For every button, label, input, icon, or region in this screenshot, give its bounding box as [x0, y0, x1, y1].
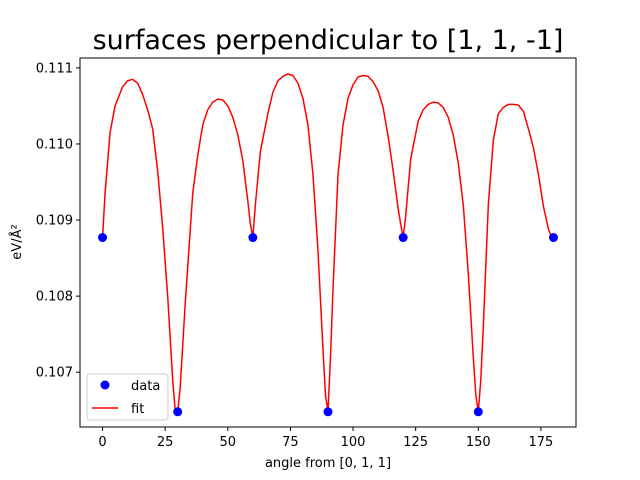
- data-point: [473, 407, 483, 417]
- chart-title: surfaces perpendicular to [1, 1, -1]: [93, 25, 564, 56]
- y-tick-label: 0.111: [36, 61, 73, 76]
- legend: data fit: [86, 373, 169, 421]
- legend-data-marker: [100, 380, 110, 390]
- x-tick-label: 50: [220, 435, 237, 450]
- y-tick-label: 0.108: [36, 290, 73, 305]
- fit-layer: [101, 73, 554, 413]
- legend-label-data: data: [131, 379, 160, 394]
- data-point: [173, 407, 183, 417]
- x-tick-label: 0: [98, 435, 106, 450]
- y-tick-label: 0.109: [36, 214, 73, 229]
- data-point: [548, 233, 558, 243]
- y-axis-label: eV/Å²: [9, 224, 25, 259]
- y-tick-label: 0.110: [36, 137, 73, 152]
- data-point: [323, 407, 333, 417]
- axes-frame: [79, 57, 577, 428]
- y-tick-label: 0.107: [36, 366, 73, 381]
- y-axis-ticks: 0.107 0.108 0.109 0.110 0.111: [36, 61, 80, 381]
- x-axis-label: angle from [0, 1, 1]: [265, 456, 391, 471]
- x-tick-label: 150: [466, 435, 491, 450]
- x-axis-ticks: 0 25 50 75 100 125 150 175: [98, 427, 553, 450]
- data-point: [398, 233, 408, 243]
- fit-line: [101, 73, 554, 413]
- x-tick-label: 175: [529, 435, 554, 450]
- data-layer: [98, 233, 558, 417]
- legend-label-fit: fit: [131, 402, 144, 417]
- plot-area: [79, 57, 577, 428]
- x-tick-label: 125: [403, 435, 428, 450]
- x-tick-label: 100: [341, 435, 366, 450]
- data-point: [248, 233, 258, 243]
- x-tick-label: 75: [282, 435, 299, 450]
- x-tick-label: 25: [157, 435, 174, 450]
- data-point: [98, 233, 108, 243]
